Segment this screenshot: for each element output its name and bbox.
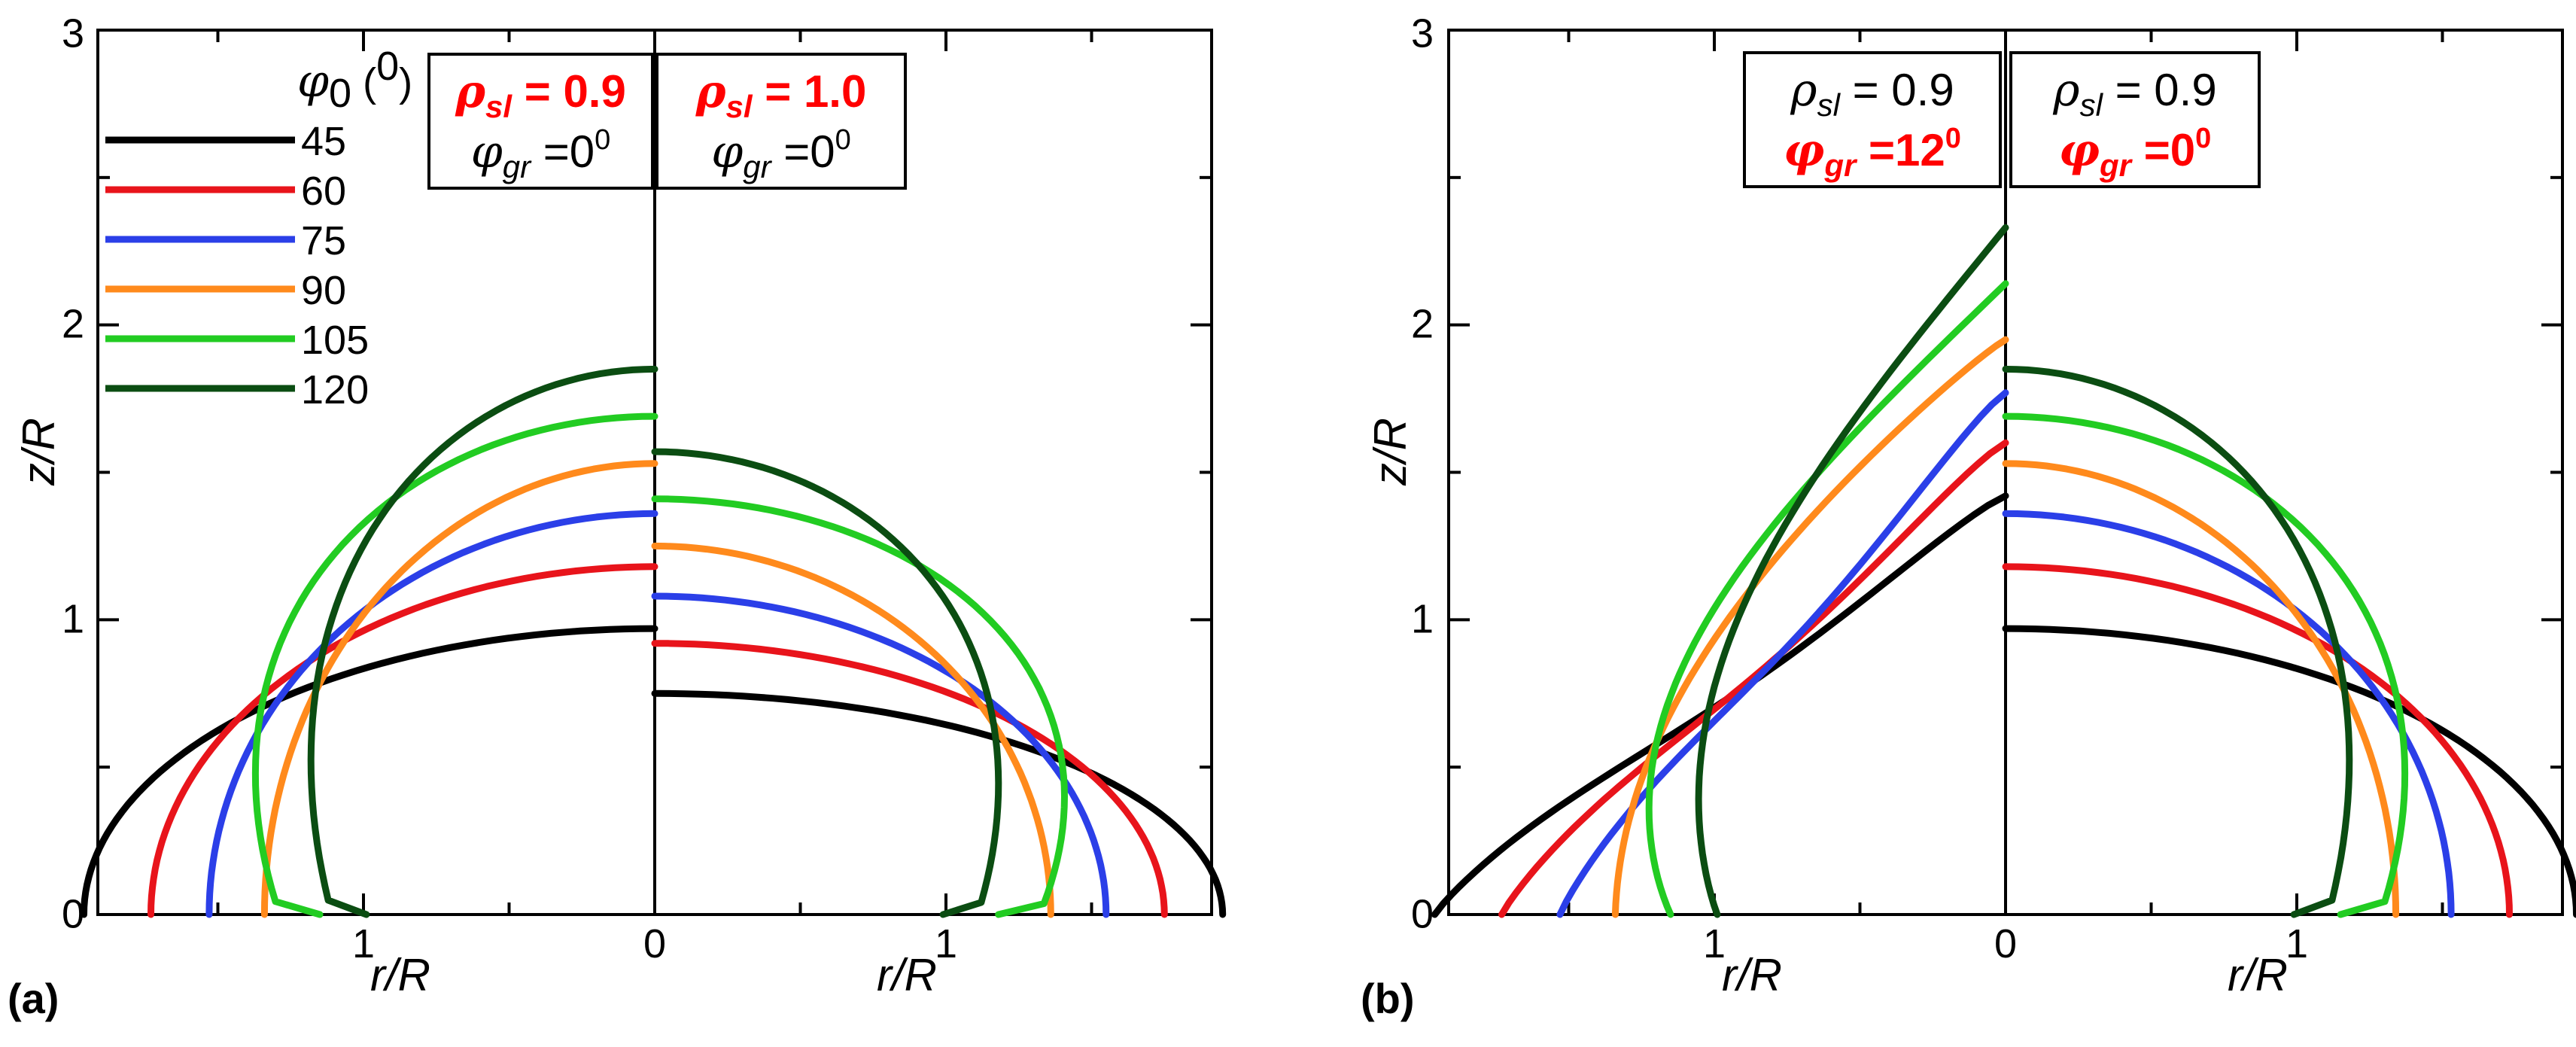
series-line-60-left (1498, 439, 2009, 918)
y-axis-title: z/R (14, 418, 64, 486)
x-tick-label: 0 (1994, 921, 2017, 966)
legend-label-120: 120 (301, 367, 369, 412)
series-line-45-left (1431, 492, 2009, 918)
x-axis-title-right: r/R (2228, 950, 2288, 1000)
series-line-90-left (1611, 336, 2009, 918)
y-axis-title: z/R (1365, 418, 1416, 486)
series-line-60-left (148, 563, 658, 918)
series-line-105-right (651, 495, 1068, 918)
series-line-120-left (1695, 224, 2009, 918)
axis-ticks (1449, 29, 2562, 916)
legend-label-45: 45 (301, 119, 346, 164)
y-tick-label: 1 (62, 596, 84, 641)
y-tick-label: 2 (1411, 301, 1434, 346)
annotation-line-phi: φgr =00 (471, 124, 611, 184)
annotation-line-rho: ρsl = 0.9 (2052, 64, 2216, 123)
annotation-line-rho: ρsl = 0.9 (1790, 64, 1954, 123)
series-line-45-right (2002, 625, 2576, 918)
annotation-line-phi: φgr =120 (1784, 123, 1961, 183)
legend-label-90: 90 (301, 268, 346, 313)
y-tick-label: 0 (1411, 891, 1434, 936)
panel-label: (b) (1361, 975, 1415, 1022)
curves (81, 365, 1227, 918)
series-line-75-right (2002, 510, 2455, 918)
annotation-line-phi: φgr =00 (711, 124, 851, 184)
x-tick-label: 1 (2286, 921, 2308, 966)
annotation-line-rho: ρsl = 1.0 (695, 65, 867, 124)
axis-ticks (98, 29, 1212, 916)
y-tick-label: 3 (1411, 11, 1434, 56)
x-tick-label: 1 (352, 921, 375, 966)
y-tick-label: 2 (62, 301, 84, 346)
legend-title: φ0 (0) (297, 44, 412, 116)
legend-label-60: 60 (301, 169, 346, 214)
y-tick-label: 0 (62, 891, 84, 936)
series-line-60-right (651, 640, 1168, 918)
series-line-75-left (1556, 389, 2009, 918)
x-tick-label: 1 (1703, 921, 1726, 966)
x-axis-title-left: r/R (370, 950, 430, 1000)
panel-label: (a) (8, 975, 59, 1022)
panel-a: 0 1 2 3 1 0 1 r/R r/R z/R (a) φ0 (0) 45 6… (8, 11, 1227, 1022)
y-tick-label: 3 (62, 11, 84, 56)
series-line-120-left (307, 365, 658, 918)
series-line-120-right (651, 448, 1002, 918)
series-line-90-right (651, 542, 1054, 918)
annotation-line-rho: ρsl = 0.9 (455, 65, 626, 124)
legend-label-75: 75 (301, 218, 346, 263)
series-line-60-right (2002, 563, 2513, 918)
x-tick-label: 0 (643, 921, 666, 966)
series-line-105-left (251, 412, 658, 918)
legend-label-105: 105 (301, 318, 369, 363)
x-axis-title-left: r/R (1722, 950, 1782, 1000)
annotation-line-phi: φgr =00 (2059, 123, 2212, 183)
series-line-105-right (2002, 412, 2409, 918)
series-line-75-right (651, 592, 1110, 918)
series-line-75-left (205, 510, 658, 918)
y-tick-label: 1 (1411, 596, 1434, 641)
series-line-120-right (2002, 365, 2353, 918)
panel-b: 0 1 2 3 1 0 1 r/R r/R z/R (b) ρsl = 0.9φ… (1361, 11, 2576, 1022)
series-line-90-left (260, 460, 658, 918)
x-axis-title-right: r/R (877, 950, 937, 1000)
series-line-45-right (651, 689, 1227, 918)
curves (1431, 224, 2576, 918)
x-tick-label: 1 (935, 921, 957, 966)
series-line-105-left (1645, 280, 2009, 918)
series-line-45-left (81, 625, 658, 918)
series-line-90-right (2002, 460, 2400, 918)
